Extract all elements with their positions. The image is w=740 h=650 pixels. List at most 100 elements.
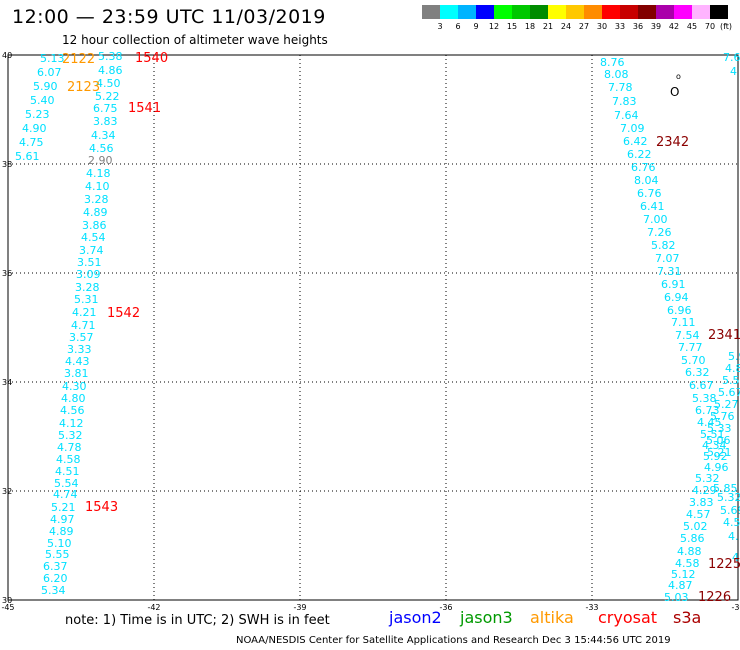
pass-time-label: 1542 — [107, 306, 140, 321]
west-track-value: 6.75 — [93, 102, 118, 115]
east-track-value: 6.76 — [637, 187, 662, 200]
west-track-value: 3.28 — [84, 193, 109, 206]
far-east-track-value: 5.33 — [707, 422, 732, 435]
west-track-value: 5.40 — [30, 94, 55, 107]
west-track-value: 4.74 — [53, 488, 78, 501]
legend-swatch — [458, 5, 476, 19]
legend-label: 30 — [596, 22, 608, 31]
west-track-value: 3.74 — [79, 244, 104, 257]
far-east-track-value: 4 — [732, 551, 739, 564]
legend-label: 12 — [488, 22, 500, 31]
west-track-value: 4.12 — [59, 417, 84, 430]
west-track-value: 5.31 — [74, 293, 99, 306]
west-track-value: 4.50 — [96, 77, 121, 90]
east-track-value: 3.83 — [689, 496, 714, 509]
east-track-value: 5.86 — [680, 532, 705, 545]
east-track-value: 5.38 — [692, 392, 717, 405]
legend-label: 42 — [668, 22, 680, 31]
west-track-value: 5.10 — [47, 537, 72, 550]
pass-time-label: 1226 — [698, 590, 731, 605]
east-track-value: 5.92 — [703, 450, 728, 463]
east-track-value: 6.91 — [661, 278, 686, 291]
west-track-value: 3.09 — [76, 268, 101, 281]
legend-label: 70 — [704, 22, 716, 31]
west-track-value: 4.71 — [71, 319, 96, 332]
map-ticks: -45 -42 -39 -36 -33 -30 40 38 36 34 32 30 — [1, 51, 740, 612]
far-east-track-value: 7.6 — [723, 51, 740, 64]
lon-tick-label: -33 — [585, 603, 598, 612]
west-track-value: 4.18 — [86, 167, 111, 180]
legend-swatch — [584, 5, 602, 19]
lon-tick-label: -42 — [147, 603, 160, 612]
west-track-value: 3.57 — [69, 331, 94, 344]
west-track-value: 4.75 — [19, 136, 44, 149]
west-track-value: 6.20 — [43, 572, 68, 585]
west-track-value: 3.28 — [75, 281, 100, 294]
west-track-value: 5.13 — [40, 52, 65, 65]
east-track-value: 4.45 — [697, 416, 722, 429]
west-track-value: 4.86 — [98, 64, 123, 77]
east-track-value: 7.09 — [620, 122, 645, 135]
satellite-jason2: jason2 — [389, 608, 442, 627]
east-track-value: 7.77 — [678, 341, 703, 354]
island-outline: O — [670, 85, 679, 99]
east-track-value: 6.94 — [664, 291, 689, 304]
west-track-value: 4.90 — [22, 122, 47, 135]
legend-swatch — [620, 5, 638, 19]
far-east-track-value: 4.5 — [723, 516, 740, 529]
east-track-value: 6.41 — [640, 200, 665, 213]
pass-time-label: 1541 — [128, 101, 161, 116]
legend-label: 15 — [506, 22, 518, 31]
pass-time-label: 2342 — [656, 135, 689, 150]
lat-tick-label: 34 — [2, 378, 12, 387]
lat-tick-label: 36 — [2, 269, 12, 278]
page-subtitle: 12 hour collection of altimeter wave hei… — [62, 33, 328, 47]
legend-label: 3 — [437, 22, 443, 31]
far-east-track-value: 4.8 — [725, 362, 740, 375]
legend-swatch — [674, 5, 692, 19]
east-track-value: 7.07 — [655, 252, 680, 265]
east-track-value: 5.02 — [683, 520, 708, 533]
legend-swatch — [710, 5, 728, 19]
far-east-track-value: 5.69 — [720, 504, 740, 517]
west-track-value: 4.56 — [60, 404, 85, 417]
lon-tick-label: -36 — [439, 603, 452, 612]
legend-swatch — [602, 5, 620, 19]
east-track-value: 6.76 — [631, 161, 656, 174]
legend-swatch — [692, 5, 710, 19]
legend-unit: (ft) — [719, 22, 733, 31]
east-track-value: 4.88 — [677, 545, 702, 558]
east-track-value: 7.31 — [657, 265, 682, 278]
east-track-value: 4.87 — [668, 579, 693, 592]
lat-tick-label: 32 — [2, 487, 12, 496]
legend-label: 21 — [542, 22, 554, 31]
legend-label: 9 — [473, 22, 479, 31]
east-track-value: 7.11 — [671, 316, 696, 329]
east-track-value: 7.64 — [614, 109, 639, 122]
map-frame — [7, 54, 739, 601]
west-track-value: 4.54 — [81, 231, 106, 244]
west-track-value: 4.51 — [55, 465, 80, 478]
west-track-value: 5.21 — [51, 501, 76, 514]
east-track-value: 5.82 — [651, 239, 676, 252]
legend-swatch — [512, 5, 530, 19]
note-text: note: 1) Time is in UTC; 2) SWH is in fe… — [65, 613, 330, 628]
page-title: 12:00 — 23:59 UTC 11/03/2019 — [12, 6, 326, 28]
legend-label: 6 — [455, 22, 461, 31]
lat-tick-label: 40 — [2, 51, 12, 60]
west-track-value: 4.97 — [50, 513, 75, 526]
far-east-track-value: 5.06 — [706, 434, 731, 447]
legend-label: 33 — [614, 22, 626, 31]
east-track-value: 6.96 — [667, 304, 692, 317]
west-track-value: 4.58 — [56, 453, 81, 466]
map-grid — [8, 55, 738, 600]
west-track-value: 4.80 — [61, 392, 86, 405]
east-track-value: 6.67 — [689, 379, 714, 392]
legend-swatch — [422, 5, 440, 19]
west-track-value: 5.54 — [54, 477, 79, 490]
east-track-value: 4.96 — [704, 461, 729, 474]
pass-time-label: 2123 — [67, 80, 100, 95]
legend-label: 18 — [524, 22, 536, 31]
footer-credit: NOAA/NESDIS Center for Satellite Applica… — [236, 635, 671, 646]
far-east-track-value: 5.32 — [717, 491, 740, 504]
